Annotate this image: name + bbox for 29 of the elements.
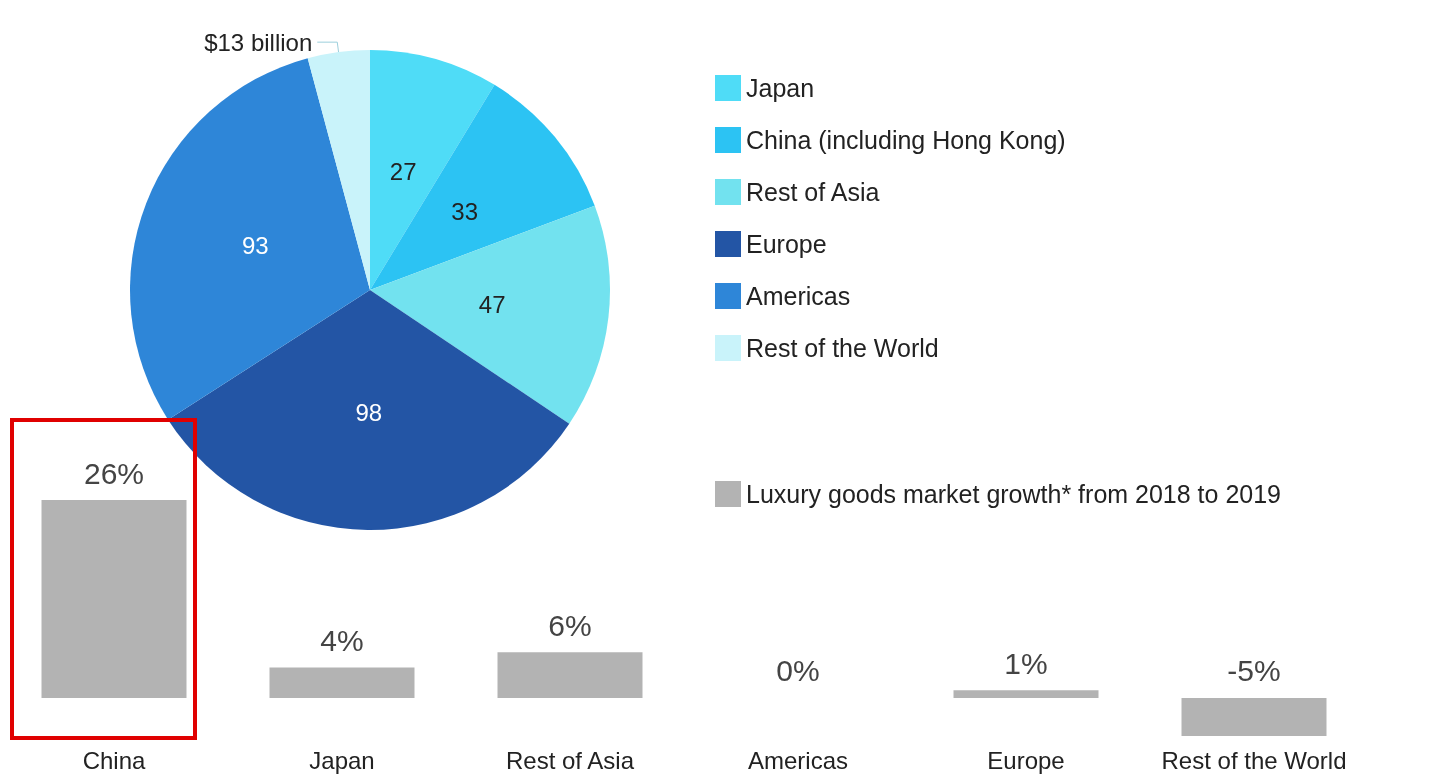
- legend-label: Europe: [746, 230, 827, 258]
- data-label: 47: [478, 290, 506, 318]
- data-label: 26%: [83, 456, 145, 490]
- bar: [953, 690, 1099, 698]
- legend-label: Rest of Asia: [746, 178, 880, 206]
- bar: [497, 652, 643, 698]
- x-tick-label: China: [82, 746, 146, 774]
- bar: [1181, 697, 1327, 736]
- x-tick-label: Rest of the World: [1161, 746, 1347, 774]
- x-tick-label: Americas: [747, 746, 849, 774]
- legend-label: Americas: [746, 282, 851, 310]
- data-label: 93: [241, 232, 269, 260]
- legend-label: China (including Hong Kong): [746, 126, 1066, 154]
- x-tick-label: Rest of Asia: [505, 746, 635, 774]
- data-label: 6%: [548, 608, 592, 642]
- bar: [269, 667, 415, 698]
- x-tick-label: Japan: [309, 746, 375, 774]
- data-label: 4%: [320, 623, 364, 657]
- data-label: 98: [355, 399, 383, 427]
- legend-label: Rest of the World: [746, 334, 939, 362]
- legend-label: Luxury goods market growth* from 2018 to 2019: [746, 480, 1282, 508]
- legend-label: Japan: [746, 74, 815, 102]
- data-label: -5%: [1227, 654, 1281, 688]
- data-label: 33: [451, 198, 479, 226]
- data-label: 1%: [1004, 646, 1048, 680]
- data-label: $13 billion: [204, 28, 313, 56]
- data-label: 0%: [776, 654, 820, 688]
- x-tick-label: Europe: [987, 746, 1065, 774]
- data-label: 27: [389, 158, 417, 186]
